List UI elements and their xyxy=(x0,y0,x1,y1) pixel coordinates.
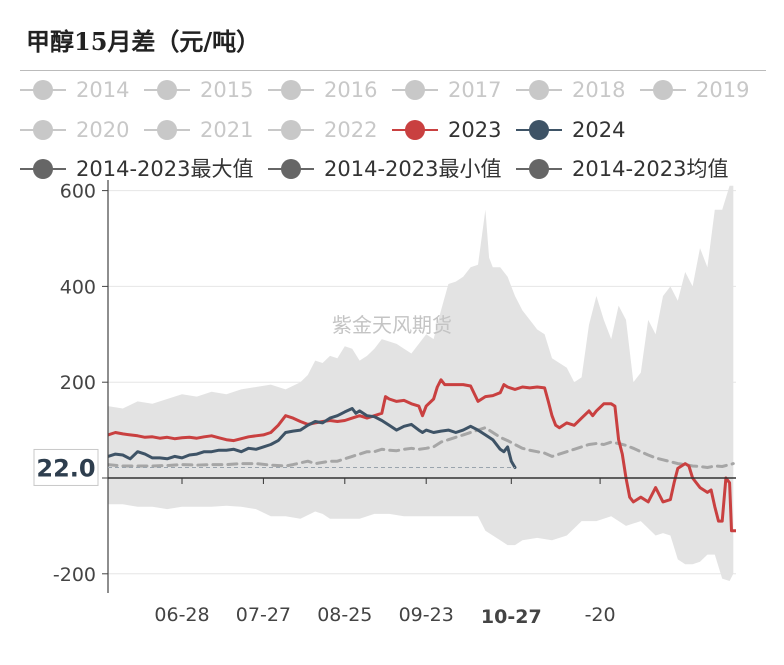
legend-label: 2022 xyxy=(324,118,377,142)
series-average-line xyxy=(108,426,735,469)
legend-label: 2014-2023均值 xyxy=(572,157,728,181)
legend-label: 2016 xyxy=(324,78,377,102)
legend-marker xyxy=(653,80,673,100)
legend-item-2020[interactable]: 2020 xyxy=(20,118,129,142)
x-tick-label: 09-23 xyxy=(399,604,454,626)
legend-marker xyxy=(33,159,53,179)
legend-marker xyxy=(33,120,53,140)
series-2024-line xyxy=(108,407,517,469)
x-tick-label-highlighted: 10-27 xyxy=(481,606,542,628)
legend-label: 2015 xyxy=(200,78,253,102)
legend-marker xyxy=(157,120,177,140)
axis-pointer-value: 22.0 xyxy=(36,454,95,482)
legend-item-stat-1[interactable]: 2014-2023最小值 xyxy=(268,157,501,181)
axis-pointer-box xyxy=(33,448,99,486)
legend-item-stat-0[interactable]: 2014-2023最大值 xyxy=(20,157,253,181)
legend-label: 2014-2023最小值 xyxy=(324,157,501,181)
legend-label: 2019 xyxy=(696,78,749,102)
x-tick-label: 08-25 xyxy=(317,604,372,626)
legend-item-2018[interactable]: 2018 xyxy=(516,78,625,102)
plot-inner xyxy=(108,185,736,582)
plot-area xyxy=(108,185,736,582)
legend-marker xyxy=(529,120,549,140)
series-max-min-band xyxy=(108,185,734,582)
y-tick-label: 400 xyxy=(60,276,96,298)
y-tick-label: 600 xyxy=(60,181,96,203)
legend-marker xyxy=(281,120,301,140)
legend-label: 2014-2023最大值 xyxy=(76,157,253,181)
legend-item-2021[interactable]: 2021 xyxy=(144,118,253,142)
legend-marker xyxy=(529,80,549,100)
legend: 2014 2015 2016 2017 2018 2019 2020 2021 2022 2023… xyxy=(20,78,749,181)
x-axis: 06-28 07-27 08-25 09-23 10-27 -20 xyxy=(108,477,736,628)
legend-marker xyxy=(157,80,177,100)
legend-marker xyxy=(405,80,425,100)
legend-label: 2014 xyxy=(76,78,129,102)
y-tick-label: 200 xyxy=(60,372,96,394)
legend-item-2022[interactable]: 2022 xyxy=(268,118,377,142)
legend-item-2019[interactable]: 2019 xyxy=(640,78,749,102)
legend-item-2024[interactable]: 2024 xyxy=(516,118,625,142)
axis-pointer: 22.0 xyxy=(33,448,515,486)
title-divider xyxy=(20,70,766,71)
legend-label: 2020 xyxy=(76,118,129,142)
series-2023-line xyxy=(108,378,736,533)
y-tick-label: -200 xyxy=(53,564,96,586)
legend-label: 2023 xyxy=(448,118,501,142)
legend-label: 2024 xyxy=(572,118,625,142)
legend-item-2014[interactable]: 2014 xyxy=(20,78,129,102)
legend-marker xyxy=(281,159,301,179)
chart-title: 甲醇15月差（元/吨） xyxy=(26,27,261,56)
legend-item-stat-2[interactable]: 2014-2023均值 xyxy=(516,157,728,181)
legend-marker xyxy=(281,80,301,100)
legend-item-2015[interactable]: 2015 xyxy=(144,78,253,102)
x-tick-label: 06-28 xyxy=(154,604,209,626)
x-tick-label: 07-27 xyxy=(236,604,291,626)
legend-marker xyxy=(33,80,53,100)
x-tick-label: -20 xyxy=(585,604,616,626)
legend-label: 2017 xyxy=(448,78,501,102)
legend-marker xyxy=(529,159,549,179)
watermark: 紫金天风期货 xyxy=(332,313,452,337)
legend-marker xyxy=(405,120,425,140)
legend-label: 2018 xyxy=(572,78,625,102)
legend-label: 2021 xyxy=(200,118,253,142)
legend-item-2023[interactable]: 2023 xyxy=(392,118,501,142)
legend-item-2016[interactable]: 2016 xyxy=(268,78,377,102)
legend-item-2017[interactable]: 2017 xyxy=(392,78,501,102)
